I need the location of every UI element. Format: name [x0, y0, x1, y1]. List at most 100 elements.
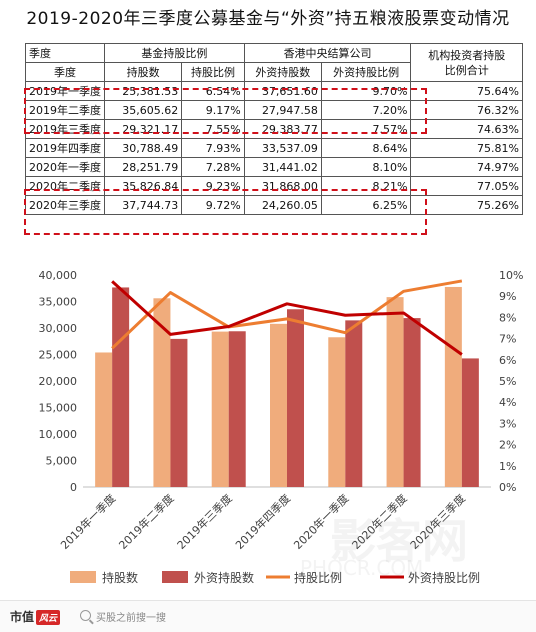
table-cell-fund-pct: 7.93% [181, 138, 245, 158]
bar-foreign-shares [228, 331, 246, 487]
y-right-tick-label: 3% [499, 417, 516, 430]
table-top-header-row: 季度 基金持股比例 香港中央结算公司 机构投资者持股比例合计 [25, 43, 523, 82]
table-cell-hk-pct: 6.25% [320, 195, 412, 215]
table-cell-total: 75.64% [410, 81, 523, 101]
header-institution: 机构投资者持股比例合计 [410, 43, 523, 82]
x-tick-label: 2020年一季度 [291, 491, 352, 552]
legend-swatch [70, 571, 96, 583]
subheader-hk-shares: 外资持股数 [243, 62, 322, 82]
bar-fund-shares [328, 337, 346, 487]
table-cell-hk-pct: 8.10% [320, 157, 412, 177]
table-cell-total: 74.97% [410, 157, 523, 177]
table-body: 2019年一季度 25,381.53 6.54% 37,651.60 9.70% 75.6… [25, 81, 523, 215]
header-quarter: 季度 [25, 43, 105, 63]
table-cell-q: 2020年三季度 [25, 195, 105, 215]
table-cell-fund-pct: 7.55% [181, 119, 245, 139]
table-row: 2020年二季度 35,826.84 9.23% 31,868.00 8.21% 77.0… [25, 176, 523, 196]
brand-badge: 风云 [36, 610, 61, 625]
x-tick-label: 2019年三季度 [174, 491, 235, 552]
holdings-table: 季度 基金持股比例 香港中央结算公司 机构投资者持股比例合计 季度 持股数 持股… [25, 43, 523, 215]
table-row: 2019年一季度 25,381.53 6.54% 37,651.60 9.70% 75.6… [25, 81, 523, 101]
table-row: 2020年三季度 37,744.73 9.72% 24,260.05 6.25% 75.2… [25, 195, 523, 215]
table-row: 2019年四季度 30,788.49 7.93% 33,537.09 8.64% 75.8… [25, 138, 523, 158]
x-tick-label: 2019年四季度 [232, 491, 293, 552]
table-cell-fund-pct: 9.72% [181, 195, 245, 215]
table-cell-total: 75.81% [410, 138, 523, 158]
bar-foreign-shares [287, 309, 304, 487]
table-cell-hk-shares: 33,537.09 [243, 138, 322, 158]
table-cell-fund-pct: 6.54% [181, 81, 245, 101]
table-sub-header-row: 季度 持股数 持股比例 外资持股数 外资持股比例 [25, 62, 523, 82]
y-left-tick-label: 35,000 [39, 296, 78, 309]
y-left-tick-label: 15,000 [39, 402, 78, 415]
y-right-tick-label: 5% [499, 375, 516, 388]
table-cell-fund-shares: 35,605.62 [103, 100, 183, 120]
table-row: 2019年二季度 35,605.62 9.17% 27,947.58 7.20% 76.3… [25, 100, 523, 120]
table-cell-q: 2020年二季度 [25, 176, 105, 196]
bar-foreign-shares [461, 358, 479, 487]
y-right-tick-label: 2% [499, 439, 516, 452]
table-cell-q: 2020年一季度 [25, 157, 105, 177]
table-cell-fund-shares: 29,321.17 [103, 119, 183, 139]
brand-logo[interactable]: 市值 风云 [10, 608, 61, 625]
subheader-quarter: 季度 [25, 62, 105, 82]
x-tick-label: 2020年二季度 [349, 491, 410, 552]
table-cell-q: 2019年四季度 [25, 138, 105, 158]
table-cell-hk-shares: 24,260.05 [243, 195, 322, 215]
table-cell-fund-pct: 9.17% [181, 100, 245, 120]
header-hk: 香港中央结算公司 [243, 43, 412, 63]
search-icon[interactable] [80, 610, 91, 621]
table-cell-fund-pct: 7.28% [181, 157, 245, 177]
footer-bar: 市值 风云 买股之前搜一搜 [0, 600, 536, 632]
y-right-tick-label: 9% [499, 290, 516, 303]
page-title: 2019-2020年三季度公募基金与“外资”持五粮液股票变动情况 [26, 9, 510, 29]
table-cell-fund-shares: 25,381.53 [103, 81, 183, 101]
table-row: 2020年一季度 28,251.79 7.28% 31,441.02 8.10% 74.9… [25, 157, 523, 177]
table-cell-fund-shares: 37,744.73 [103, 195, 183, 215]
bar-foreign-shares [170, 338, 188, 487]
table-cell-hk-shares: 27,947.58 [243, 100, 322, 120]
y-right-tick-label: 4% [499, 396, 516, 409]
table-cell-hk-pct: 7.20% [320, 100, 412, 120]
bar-fund-shares [153, 298, 171, 487]
y-left-tick-label: 40,000 [39, 269, 78, 282]
table-cell-hk-shares: 31,441.02 [243, 157, 322, 177]
bar-fund-shares [95, 352, 113, 487]
table-cell-hk-shares: 31,868.00 [243, 176, 322, 196]
header-institution-label: 机构投资者持股比例合计 [428, 48, 506, 77]
subheader-hk-pct: 外资持股比例 [320, 62, 412, 82]
bar-fund-shares [211, 331, 229, 487]
bar-foreign-shares [112, 287, 130, 487]
header-fund: 基金持股比例 [104, 43, 245, 63]
combo-chart: 0 5,000 10,000 15,000 20,000 25,000 30,000 35,0… [39, 269, 524, 585]
y-left-tick-label: 25,000 [39, 349, 78, 362]
line-foreign-pct [111, 280, 463, 356]
table-cell-fund-shares: 30,788.49 [103, 138, 183, 158]
table-cell-q: 2019年三季度 [25, 119, 105, 139]
legend-label: 外资持股比例 [408, 570, 480, 585]
table-cell-fund-pct: 9.23% [181, 176, 245, 196]
line-fund-pct [111, 279, 463, 350]
y-right-tick-label: 8% [499, 311, 516, 324]
y-left-tick-label: 30,000 [39, 322, 78, 335]
y-right-tick-label: 1% [499, 460, 516, 473]
y-left-tick-label: 0 [70, 481, 77, 494]
y-left-tick-label: 10,000 [39, 428, 78, 441]
y-left-tick-label: 5,000 [46, 455, 78, 468]
x-tick-label: 2020年三季度 [407, 491, 468, 552]
table-cell-hk-pct: 9.70% [320, 81, 412, 101]
subheader-fund-shares: 持股数 [103, 62, 183, 82]
legend-label: 持股比例 [294, 570, 342, 585]
y-right-tick-label: 6% [499, 354, 516, 367]
table-cell-fund-shares: 35,826.84 [103, 176, 183, 196]
y-right-tick-label: 7% [499, 333, 516, 346]
table-cell-hk-shares: 29,383.77 [243, 119, 322, 139]
legend-label: 外资持股数 [194, 570, 254, 585]
table-cell-fund-shares: 28,251.79 [103, 157, 183, 177]
legend-swatch [162, 571, 188, 583]
table-cell-total: 74.63% [410, 119, 523, 139]
table-cell-total: 75.26% [410, 195, 523, 215]
x-tick-label: 2019年二季度 [116, 491, 177, 552]
footer-tagline: 买股之前搜一搜 [96, 613, 166, 624]
table-cell-total: 76.32% [410, 100, 523, 120]
